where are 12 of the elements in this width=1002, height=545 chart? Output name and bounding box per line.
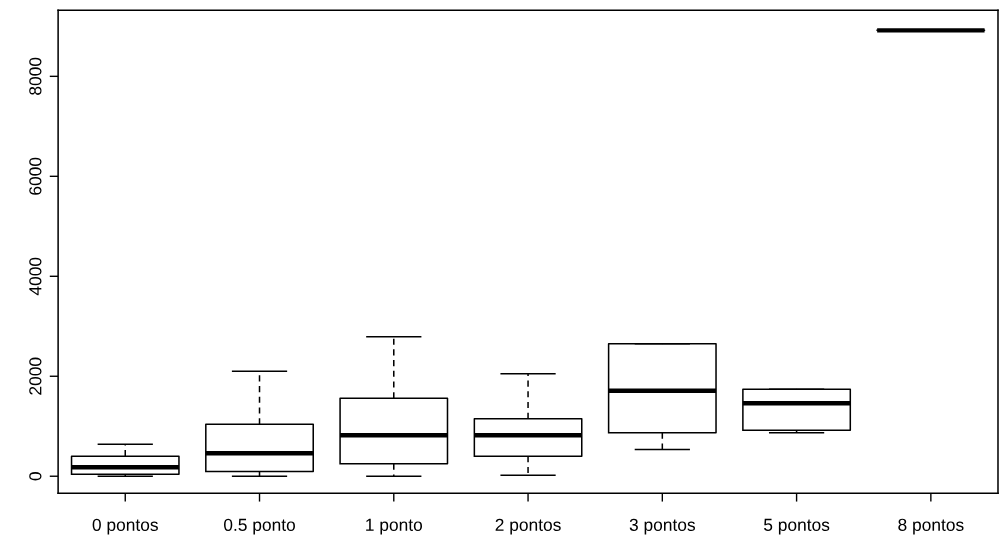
y-tick-label: 4000 bbox=[29, 257, 42, 296]
x-tick-label: 2 pontos bbox=[495, 518, 561, 535]
x-tick-label: 1 ponto bbox=[366, 518, 423, 535]
y-tick-label: 0 bbox=[29, 472, 42, 481]
y-tick-label: 2000 bbox=[29, 357, 42, 395]
y-tick-label: 6000 bbox=[29, 157, 42, 195]
x-tick-label: 0.5 ponto bbox=[224, 518, 295, 535]
x-tick-label: 8 pontos bbox=[898, 518, 964, 535]
x-tick-label: 0 pontos bbox=[92, 518, 158, 535]
x-tick-label: 3 pontos bbox=[629, 518, 695, 535]
y-tick-label: 8000 bbox=[29, 57, 42, 95]
x-tick-label: 5 pontos bbox=[763, 518, 830, 535]
